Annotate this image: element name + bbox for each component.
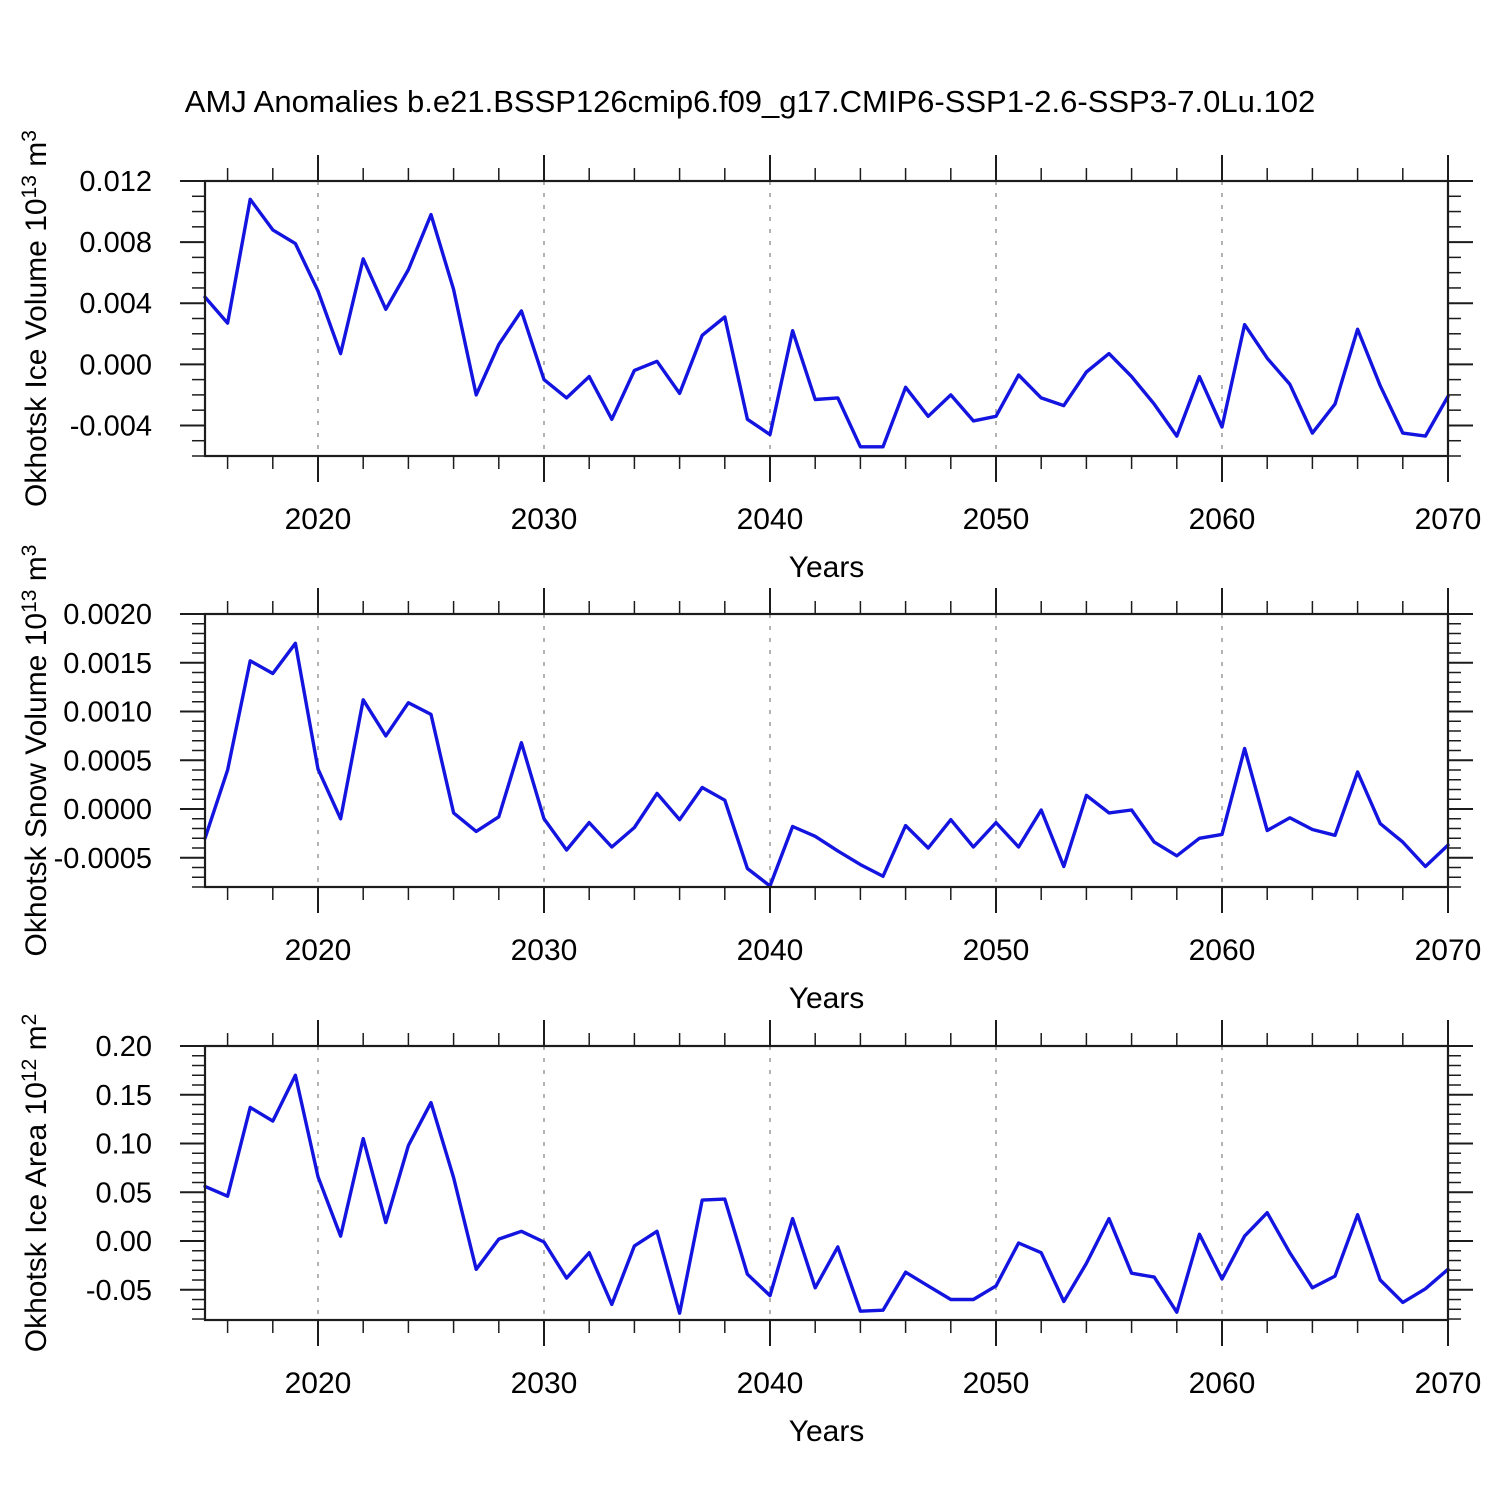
tick-label: 0.0005 [63, 745, 152, 777]
x-axis-title: Years [789, 1415, 865, 1448]
tick-label: 2050 [963, 1367, 1030, 1400]
tick-label: 2050 [963, 503, 1030, 536]
tick-label: 2070 [1415, 503, 1482, 536]
tick-label: -0.0005 [54, 843, 152, 875]
tick-label: 0.0010 [63, 697, 152, 729]
tick-label: 2020 [285, 1367, 352, 1400]
tick-label: 0.0020 [63, 599, 152, 631]
data-line-okhotsk-ice-volume [203, 197, 1450, 449]
y-axis-title: Okhotsk Ice Volume 1013 m3 [18, 130, 53, 507]
tick-label: 2020 [285, 503, 352, 536]
data-line-okhotsk-snow-volume [203, 641, 1450, 888]
x-axis-title: Years [789, 982, 865, 1015]
tick-label: 0.012 [79, 166, 152, 198]
tick-label: 2040 [737, 1367, 804, 1400]
tick-label: 2060 [1189, 934, 1256, 967]
tick-label: 0.00 [96, 1226, 152, 1258]
axis-ticks: 2020 2030 2040 2050 2060 2070 0.012 0.008 0.004 0… [70, 155, 1482, 536]
tick-label: 2030 [511, 1367, 578, 1400]
axis-ticks: 2020 2030 2040 2050 2060 2070 0.20 0.15 0.10 0.05… [86, 1020, 1481, 1400]
tick-label: 0.000 [79, 349, 152, 381]
tick-label: 2030 [511, 503, 578, 536]
x-axis-title: Years [789, 551, 865, 584]
panel-okhotsk-snow-volume: 2020 2030 2040 2050 2060 2070 0.0020 0.0015 0.00… [18, 545, 1481, 1015]
gridlines [317, 614, 1223, 887]
tick-label: 2030 [511, 934, 578, 967]
tick-label: 2050 [963, 934, 1030, 967]
tick-label: 2020 [285, 934, 352, 967]
data-line-okhotsk-ice-area [203, 1073, 1450, 1315]
panel-okhotsk-ice-area: 2020 2030 2040 2050 2060 2070 0.20 0.15 0.10 0.05… [18, 1014, 1481, 1448]
tick-label: 0.0015 [63, 648, 152, 680]
tick-label: 2040 [737, 934, 804, 967]
tick-label: 2070 [1415, 934, 1482, 967]
gridlines [317, 1046, 1223, 1320]
plot-border [203, 1044, 1450, 1322]
y-axis-title: Okhotsk Snow Volume 1013 m3 [18, 545, 53, 957]
tick-label: 0.10 [96, 1129, 152, 1161]
tick-label: 2040 [737, 503, 804, 536]
tick-label: 0.05 [96, 1177, 152, 1209]
axis-ticks: 2020 2030 2040 2050 2060 2070 0.0020 0.0015 0.00… [54, 588, 1482, 967]
tick-label: 0.20 [96, 1031, 152, 1063]
panel-okhotsk-ice-volume: 2020 2030 2040 2050 2060 2070 0.012 0.008 0.004 0… [18, 130, 1481, 584]
tick-label: 0.008 [79, 227, 152, 259]
chart-title: AMJ Anomalies b.e21.BSSP126cmip6.f09_g17… [184, 84, 1316, 119]
tick-label: 0.15 [96, 1080, 152, 1112]
gridlines [317, 181, 1223, 456]
tick-label: 2070 [1415, 1367, 1482, 1400]
tick-label: -0.05 [86, 1275, 152, 1307]
tick-label: 0.004 [79, 288, 152, 320]
plot-border [203, 179, 1450, 458]
tick-label: -0.004 [70, 410, 152, 442]
tick-label: 0.0000 [63, 794, 152, 826]
y-axis-title: Okhotsk Ice Area 1012 m2 [18, 1014, 53, 1353]
plot-border [203, 612, 1450, 889]
tick-label: 2060 [1189, 1367, 1256, 1400]
tick-label: 2060 [1189, 503, 1256, 536]
